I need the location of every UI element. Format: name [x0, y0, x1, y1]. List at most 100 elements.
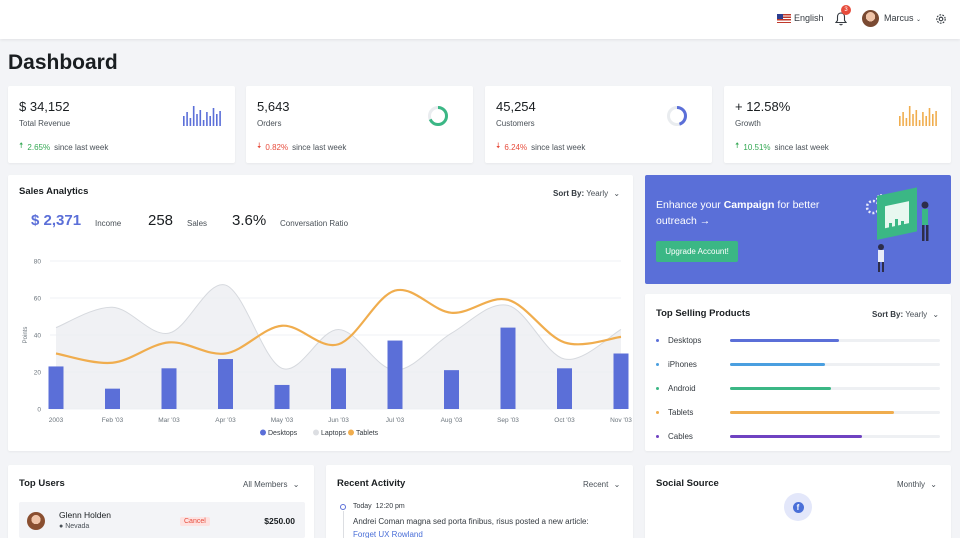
- sort-dropdown[interactable]: Sort By: Yearly ⌄: [872, 310, 939, 319]
- sales-value: 258: [148, 212, 174, 229]
- stat-value: 45,254: [496, 99, 536, 114]
- promo-banner: Enhance your Campaign for better outreac…: [645, 175, 951, 284]
- card-title: Top Users: [19, 478, 65, 489]
- progress-fill: [730, 411, 894, 414]
- change-suffix: since last week: [292, 142, 347, 152]
- sales-analytics-card: Sales Analytics Sort By: Yearly ⌄ $ 2,37…: [8, 175, 633, 451]
- sparkline-bar: [935, 111, 937, 126]
- bar-desktops: [387, 340, 403, 409]
- sparkline-bar: [192, 106, 195, 126]
- x-tick-label: Jun '03: [328, 417, 349, 424]
- sparkline-bar: [209, 116, 211, 126]
- legend-swatch: [348, 429, 354, 436]
- activity-day: Today: [353, 503, 372, 510]
- x-tick-label: Aug '03: [441, 417, 463, 424]
- activity-text: Andrei Coman magna sed porta finibus, ri…: [353, 517, 589, 526]
- stat-change: 🠅 10.51% since last week: [735, 140, 829, 154]
- y-tick-label: 0: [37, 407, 41, 414]
- promo-text: Enhance your Campaign for better outreac…: [656, 197, 836, 229]
- x-tick-label: Feb '03: [102, 417, 124, 424]
- y-tick-label: 60: [34, 296, 42, 303]
- stat-card: 45,254 Customers 🠇 6.24% since last week: [485, 86, 712, 163]
- language-selector[interactable]: English: [777, 13, 824, 23]
- activity-link[interactable]: Forget UX Rowland: [353, 530, 423, 538]
- location-text: Nevada: [65, 523, 90, 530]
- bar-desktops: [500, 327, 516, 409]
- table-row[interactable]: Glenn Holden ● Nevada Cancel $250.00: [19, 502, 305, 538]
- bar-desktops: [444, 370, 459, 409]
- x-tick-label: Nov '03: [610, 417, 632, 424]
- sparkline-bars: [183, 106, 221, 126]
- list-item: Tablets: [656, 408, 693, 417]
- filter-value: All Members: [243, 480, 288, 489]
- avatar: [27, 512, 45, 530]
- facebook-glyph: f: [792, 501, 804, 513]
- bar-desktops: [331, 368, 346, 409]
- notification-badge: 3: [841, 5, 851, 15]
- change-suffix: since last week: [54, 142, 109, 152]
- bar-desktops: [218, 359, 233, 409]
- activity-clock: 12:20 pm: [375, 503, 405, 510]
- progress-fill: [730, 387, 831, 390]
- list-item: Desktops: [656, 336, 701, 345]
- change-value: 2.65%: [27, 142, 51, 152]
- upgrade-account-button[interactable]: Upgrade Account!: [656, 241, 738, 262]
- sort-dropdown[interactable]: Sort By: Yearly ⌄: [553, 189, 620, 198]
- sparkline-bar: [219, 111, 221, 126]
- recent-filter[interactable]: Recent ⌄: [583, 480, 620, 489]
- x-tick-label: Jul '03: [386, 417, 405, 424]
- product-progress-bar: [730, 387, 940, 390]
- filter-value: Monthly: [897, 480, 926, 489]
- monthly-filter[interactable]: Monthly ⌄: [897, 480, 937, 489]
- product-name: Tablets: [668, 408, 694, 417]
- campaign-illustration: [865, 187, 929, 272]
- chevron-down-icon: ⌄: [930, 480, 937, 489]
- timeline-line: [342, 511, 344, 538]
- top-users-card: Top Users All Members ⌄ Glenn Holden ● N…: [8, 465, 314, 538]
- series-tablets-line: [55, 288, 622, 365]
- sparkline-bar: [915, 110, 918, 126]
- sort-value: Yearly: [586, 189, 609, 198]
- change-value: 10.51%: [743, 142, 771, 152]
- card-title: Sales Analytics: [19, 186, 89, 197]
- series-laptops-line: [55, 284, 622, 371]
- income-value: $ 2,371: [31, 212, 82, 229]
- card-title: Top Selling Products: [656, 308, 751, 319]
- user-location: ● Nevada: [59, 523, 89, 530]
- y-axis-label: Points: [23, 327, 29, 344]
- avatar[interactable]: [862, 10, 879, 27]
- members-filter[interactable]: All Members ⌄: [243, 480, 299, 489]
- y-tick-label: 40: [34, 333, 42, 340]
- sparkline-bar: [922, 112, 924, 126]
- page-title: Dashboard: [8, 51, 118, 74]
- legend-swatch: [260, 429, 266, 436]
- promo-text-part: for better outreach →: [656, 199, 820, 227]
- product-progress-bar: [730, 435, 940, 438]
- language-label: English: [794, 13, 824, 23]
- top-products-card: Top Selling Products Sort By: Yearly ⌄ D…: [645, 294, 951, 451]
- sparkline-bar: [918, 120, 921, 126]
- bullet-icon: [656, 339, 659, 342]
- product-name: Cables: [668, 432, 693, 441]
- x-tick-label: Mar '03: [158, 417, 180, 424]
- legend-label: Laptops: [321, 430, 346, 437]
- gear-icon[interactable]: [935, 13, 947, 25]
- stat-card: $ 34,152 Total Revenue 🠅 2.65% since las…: [8, 86, 235, 163]
- filter-value: Recent: [583, 480, 609, 489]
- sparkline-bars: [899, 106, 937, 126]
- user-menu[interactable]: Marcus ⌄: [884, 13, 921, 23]
- legend-swatch: [313, 429, 319, 436]
- sparkline-bar: [902, 112, 904, 126]
- stat-change: 🠅 2.65% since last week: [19, 140, 108, 154]
- change-value: 0.82%: [265, 142, 289, 152]
- sparkline-bar: [183, 116, 185, 126]
- product-progress-bar: [730, 363, 940, 366]
- list-item: Cables: [656, 432, 693, 441]
- chevron-down-icon: ⌄: [613, 189, 621, 198]
- sparkline-bar: [908, 106, 911, 126]
- sparkline-bar: [928, 108, 931, 126]
- bar-desktops: [48, 366, 64, 409]
- product-progress-bar: [730, 411, 940, 414]
- stat-label: Growth: [735, 119, 761, 128]
- bullet-icon: [656, 387, 659, 390]
